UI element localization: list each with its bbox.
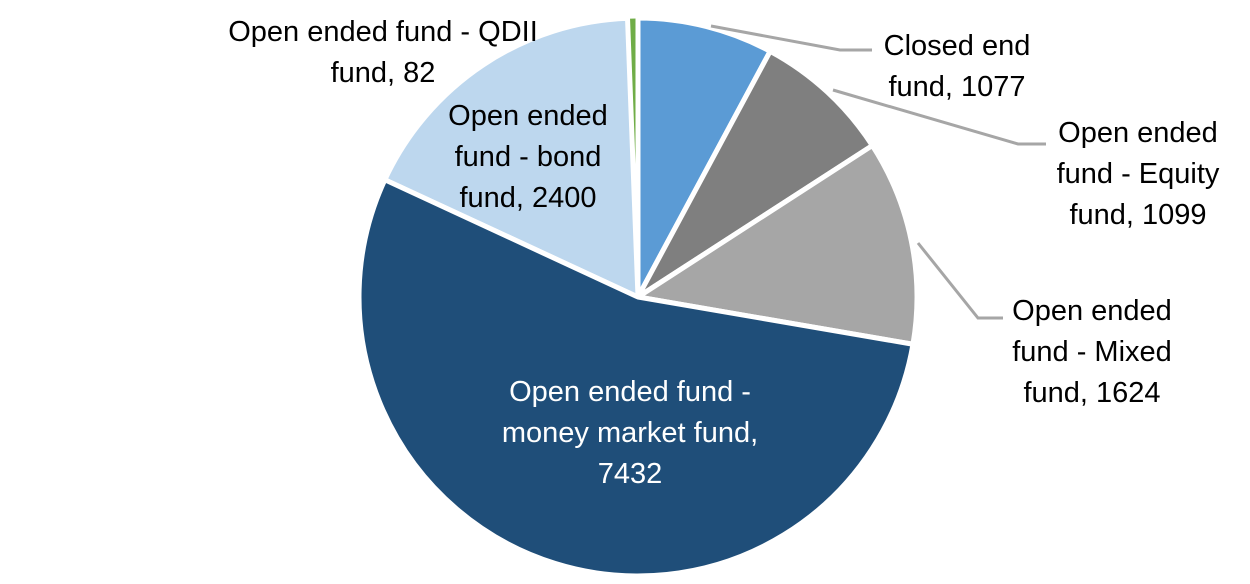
pie-slice-open-ended-fund-money-market-fund (356, 177, 916, 579)
leader-line-open-ended-fund-mixed-fund (916, 242, 1003, 320)
pie-slice-open-ended-fund-equity-fund (635, 48, 875, 300)
pie-slice-closed-end-fund (635, 15, 773, 300)
pie-slice-open-ended-fund-bond-fund (382, 15, 641, 300)
leader-line-open-ended-fund-equity-fund (832, 88, 1046, 146)
leader-line-closed-end-fund (710, 24, 872, 52)
pie-slice-open-ended-fund-mixed-fund (635, 143, 920, 347)
